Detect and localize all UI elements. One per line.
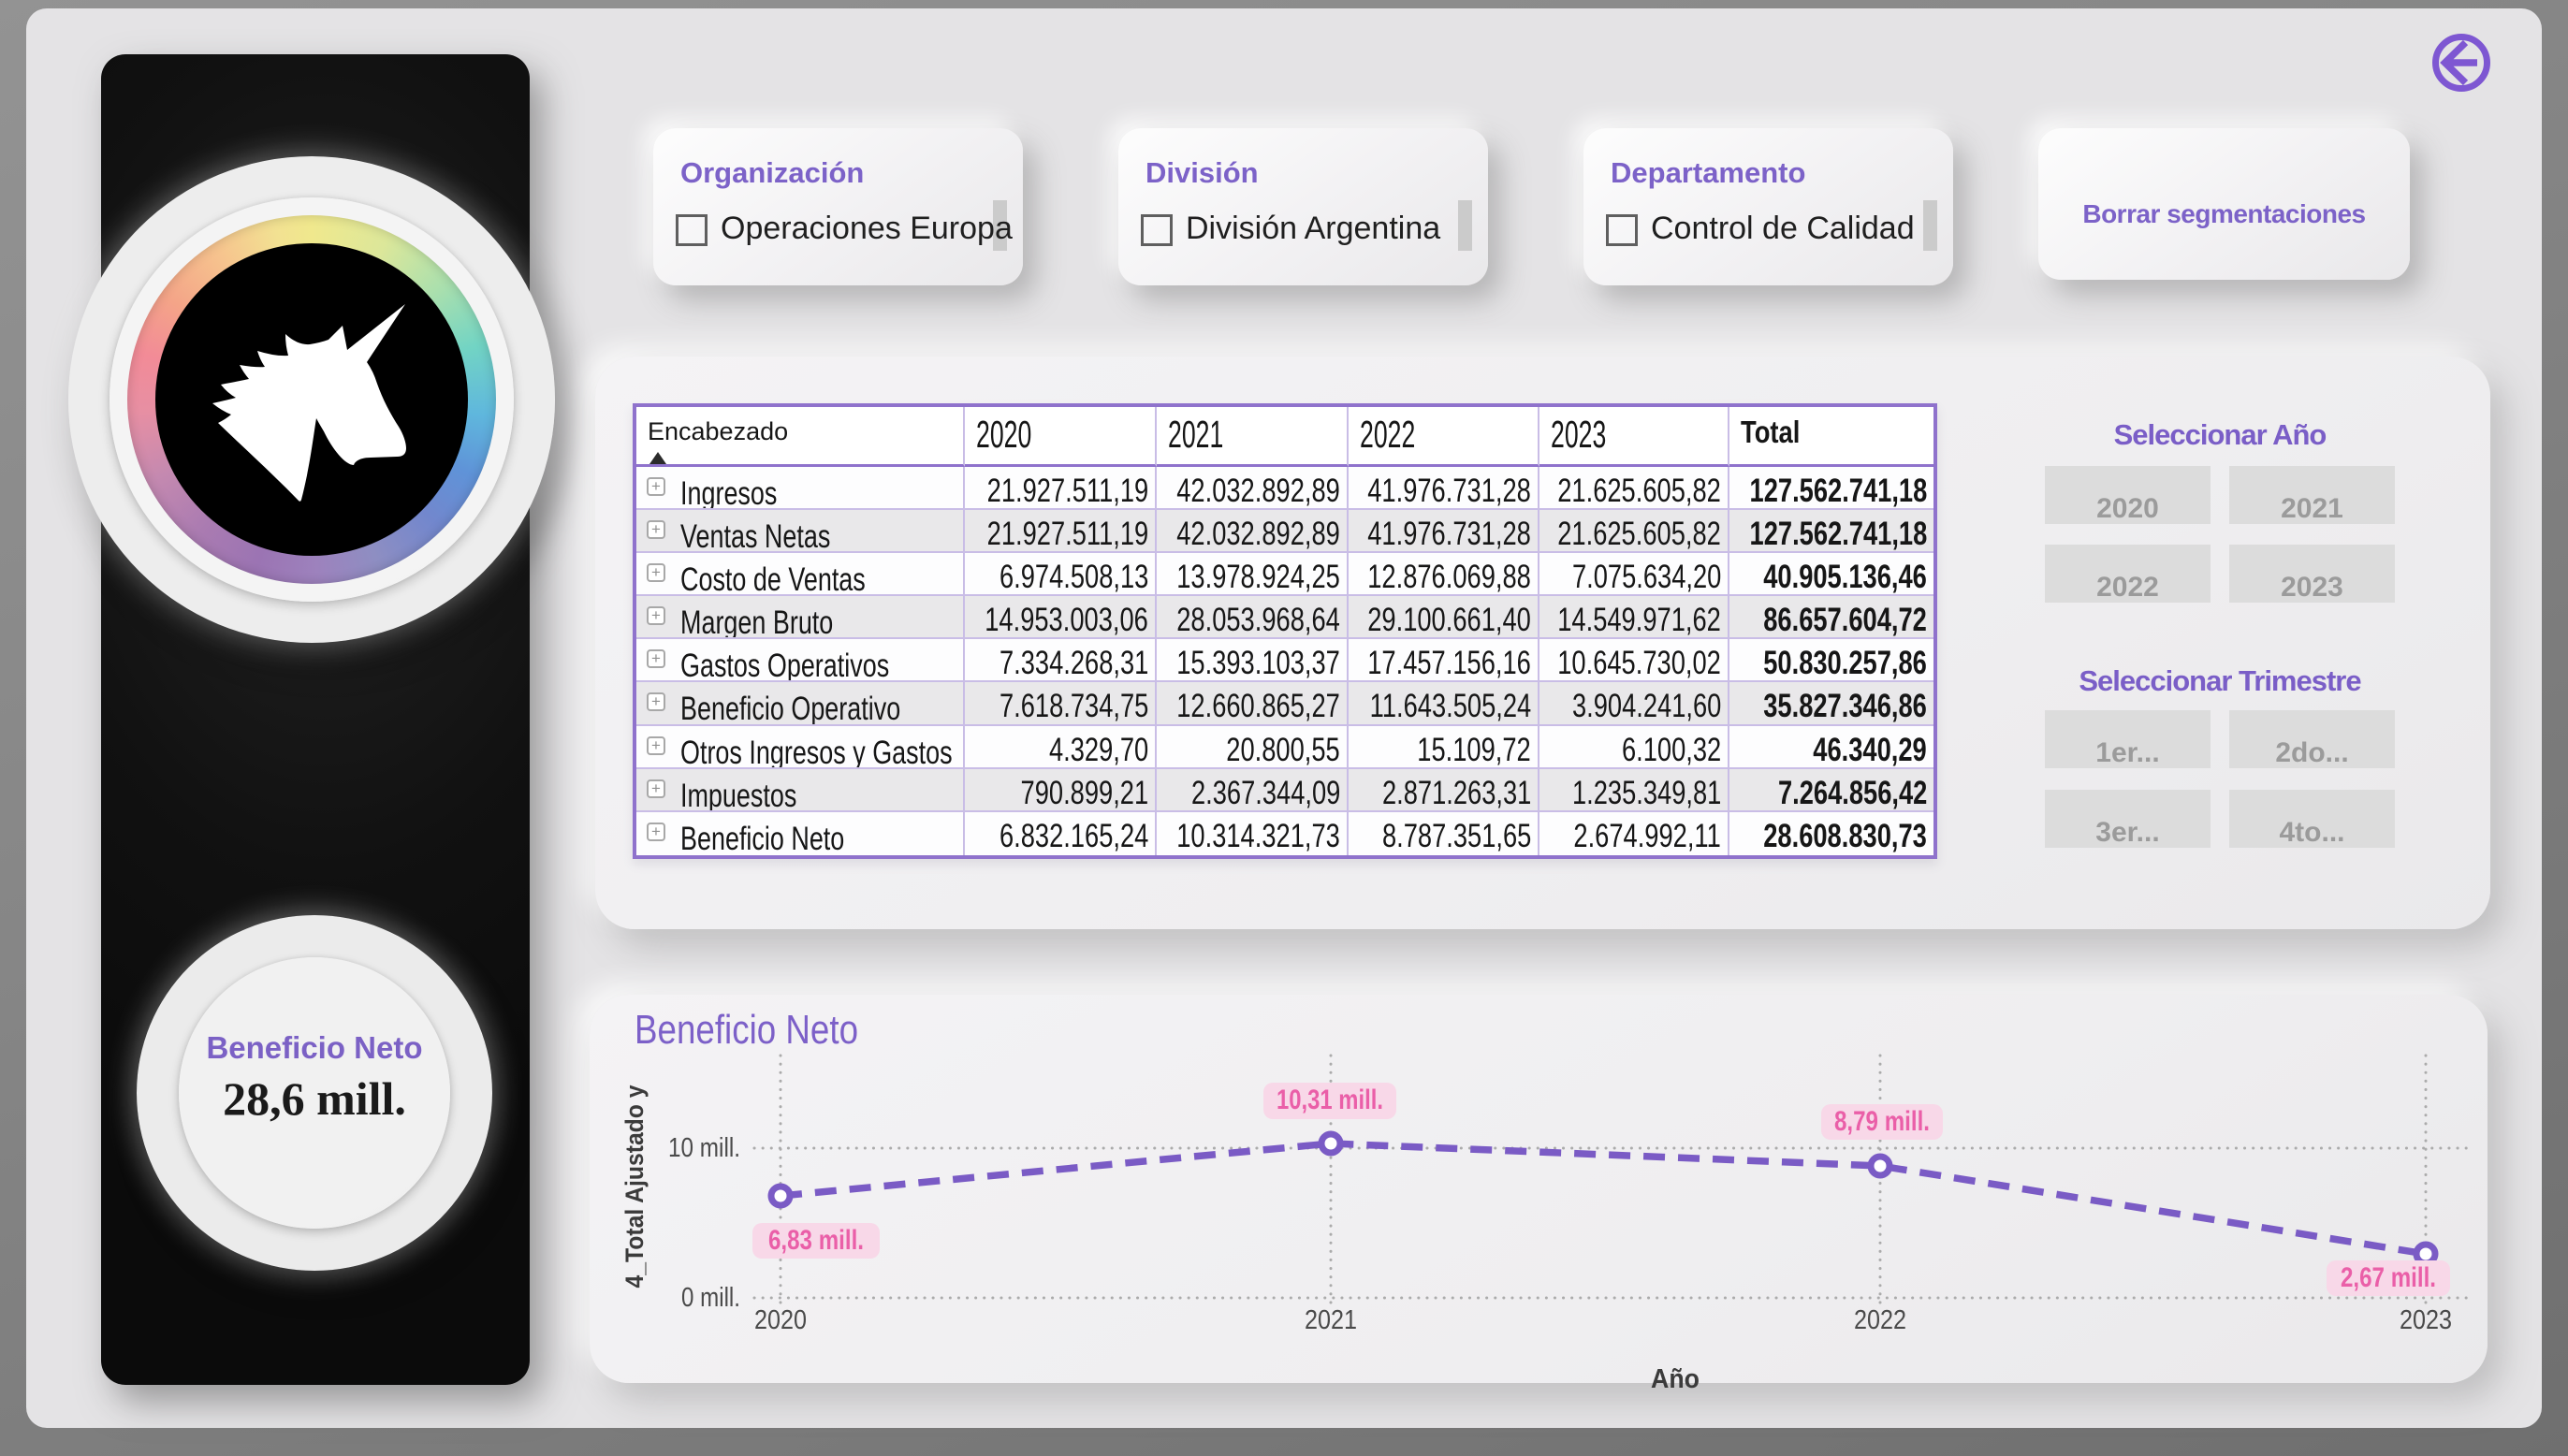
svg-text:6,83 mill.: 6,83 mill. (768, 1225, 864, 1256)
svg-text:0 mill.: 0 mill. (681, 1283, 740, 1313)
svg-text:10 mill.: 10 mill. (668, 1133, 740, 1163)
svg-text:2022: 2022 (1854, 1305, 1906, 1335)
svg-text:2,67 mill.: 2,67 mill. (2341, 1262, 2436, 1293)
svg-text:8,79 mill.: 8,79 mill. (1834, 1106, 1930, 1137)
svg-text:Beneficio Neto: Beneficio Neto (635, 1007, 858, 1053)
svg-text:2020: 2020 (754, 1305, 807, 1335)
svg-text:2021: 2021 (1305, 1305, 1357, 1335)
svg-text:Año: Año (1651, 1364, 1700, 1394)
svg-text:10,31 mill.: 10,31 mill. (1277, 1085, 1383, 1115)
svg-text:2023: 2023 (2400, 1305, 2452, 1335)
svg-text:4_Total Ajustado y: 4_Total Ajustado y (620, 1085, 649, 1289)
